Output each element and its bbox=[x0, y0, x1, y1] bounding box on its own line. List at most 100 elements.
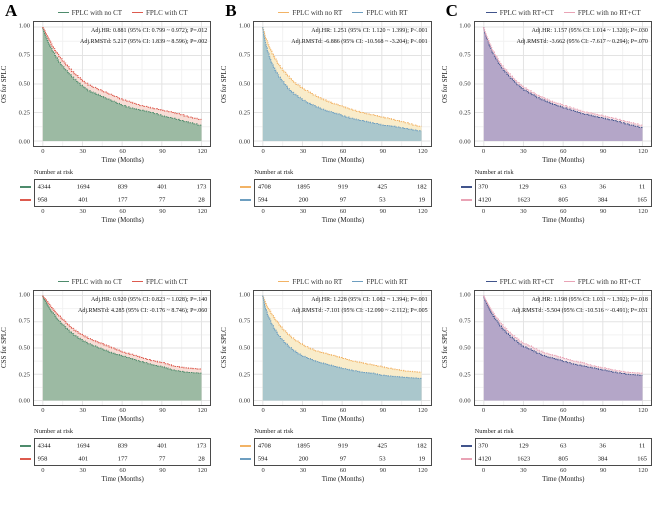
x-tick-label: 30 bbox=[520, 208, 527, 215]
legend-line-swatch bbox=[485, 11, 497, 14]
risk-count: 919 bbox=[338, 183, 348, 190]
y-tick-label: 0.75 bbox=[238, 317, 251, 325]
x-tick-label: 120 bbox=[638, 467, 648, 474]
y-tick-label: 0.00 bbox=[238, 397, 251, 405]
risk-count: 4344 bbox=[37, 183, 51, 190]
y-axis-title-text: CSS for SPLC bbox=[0, 327, 8, 369]
x-tick-label: 120 bbox=[417, 467, 428, 474]
x-tick-label: 60 bbox=[119, 148, 126, 155]
series-fill bbox=[42, 26, 202, 142]
legend-item: FPLC with CT bbox=[132, 278, 188, 286]
legend-line-swatch bbox=[278, 11, 290, 14]
risk-count: 97 bbox=[339, 196, 347, 203]
risk-count: 53 bbox=[379, 455, 386, 462]
risk-table-row: 594 200 97 53 19 bbox=[240, 193, 430, 206]
risk-count: 28 bbox=[198, 455, 205, 462]
series-fill bbox=[483, 295, 643, 401]
risk-table-row: 4708 1895 919 425 182 bbox=[240, 180, 430, 193]
survival-curves-chart bbox=[34, 22, 210, 146]
km-panel: FPLC with RT+CT FPLC with no RT+CT CSS fo… bbox=[441, 254, 661, 508]
survival-curve-line bbox=[483, 296, 642, 374]
x-axis-title: Time (Months) bbox=[101, 415, 144, 423]
risk-count: 401 bbox=[157, 442, 167, 449]
x-tick-label: 90 bbox=[599, 148, 607, 155]
x-tick-label: 0 bbox=[261, 467, 265, 474]
stats-annotation: Adj.HR: 0.881 (95% CI: 0.799 ~ 0.972); P… bbox=[80, 26, 207, 48]
km-panel: C FPLC with RT+CT FPLC with no RT+CT OS f… bbox=[441, 0, 661, 254]
number-at-risk-label: Number at risk bbox=[34, 169, 73, 176]
x-tick-label: 30 bbox=[520, 148, 527, 155]
plot-wrap: CSS for SPLC 1.00 0.75 0.50 0.25 0.00 Adj.HR… bbox=[441, 290, 652, 406]
risk-count: 129 bbox=[518, 442, 529, 449]
legend-item: FPLC with RT+CT bbox=[485, 278, 554, 286]
risk-x-axis-title: Time (Months) bbox=[101, 475, 144, 483]
risk-count: 4120 bbox=[478, 455, 492, 462]
stats-annotation: Adj.HR: 0.920 (95% CI: 0.823 ~ 1.028); P… bbox=[78, 295, 207, 317]
x-tick-label: 90 bbox=[599, 467, 607, 474]
y-tick-label: 0.50 bbox=[238, 80, 251, 88]
risk-count: 370 bbox=[478, 442, 488, 449]
y-axis-ticks: 1.00 0.75 0.50 0.25 0.00 bbox=[11, 21, 33, 147]
y-axis-title-text: OS for SPLC bbox=[440, 65, 449, 103]
x-tick-label: 120 bbox=[417, 208, 428, 215]
legend: FPLC with RT+CT FPLC with no RT+CT bbox=[475, 7, 652, 18]
survival-curves-chart bbox=[34, 291, 210, 405]
risk-count: 958 bbox=[37, 196, 48, 203]
risk-x-axis-ticks: 0 30 60 90 120 bbox=[254, 208, 431, 216]
risk-count: 63 bbox=[559, 183, 567, 190]
risk-count: 958 bbox=[37, 455, 48, 462]
survival-curve-line bbox=[263, 27, 422, 126]
x-tick-label: 0 bbox=[481, 208, 486, 215]
risk-x-axis-title: Time (Months) bbox=[101, 216, 144, 224]
risk-count: 839 bbox=[117, 183, 128, 190]
y-axis-title: CSS for SPLC bbox=[0, 290, 11, 406]
legend-line-swatch bbox=[352, 11, 364, 14]
legend-label: FPLC with no RT bbox=[292, 8, 343, 17]
legend-item: FPLC with RT bbox=[352, 278, 408, 286]
km-panel: FPLC with no RT FPLC with RT CSS for SPLC… bbox=[220, 254, 440, 508]
survival-curves-chart bbox=[475, 22, 651, 146]
legend-line-swatch bbox=[563, 11, 575, 14]
x-tick-label: 90 bbox=[599, 208, 607, 215]
risk-table-row: 4120 1623 805 384 165 bbox=[460, 193, 651, 206]
legend-line-swatch bbox=[278, 280, 290, 283]
legend-item: FPLC with no CT bbox=[57, 278, 122, 286]
x-tick-label: 120 bbox=[417, 148, 428, 155]
risk-count: 165 bbox=[637, 196, 647, 203]
risk-count: 173 bbox=[196, 442, 207, 449]
legend-item: FPLC with no RT bbox=[278, 9, 342, 17]
legend-line-swatch bbox=[563, 280, 575, 283]
plot-area: Adj.HR: 1.198 (95% CI: 1.031 ~ 1.392); P… bbox=[473, 290, 652, 406]
risk-count: 1895 bbox=[297, 183, 310, 190]
risk-count: 129 bbox=[518, 183, 529, 190]
series-fill bbox=[263, 295, 422, 401]
km-panel: A FPLC with no CT FPLC with CT OS for SPL… bbox=[0, 0, 220, 254]
x-tick-label: 30 bbox=[520, 407, 527, 414]
x-tick-label: 0 bbox=[261, 148, 265, 155]
x-axis-ticks: 0 30 60 90 120 bbox=[34, 407, 211, 415]
y-tick-label: 0.50 bbox=[18, 344, 30, 352]
plot-wrap: OS for SPLC 1.00 0.75 0.50 0.25 0.00 Adj.HR:… bbox=[220, 21, 432, 147]
x-tick-label: 60 bbox=[559, 467, 567, 474]
stats-annotation: Adj.HR: 1.198 (95% CI: 1.031 ~ 1.392); P… bbox=[512, 295, 648, 317]
y-tick-label: 0.00 bbox=[459, 397, 471, 405]
survival-curves-chart bbox=[254, 291, 430, 405]
legend: FPLC with RT+CT FPLC with no RT+CT bbox=[475, 276, 652, 287]
y-tick-label: 0.00 bbox=[18, 397, 30, 405]
risk-count: 28 bbox=[198, 196, 205, 203]
risk-count: 1694 bbox=[76, 183, 90, 190]
y-tick-label: 0.25 bbox=[459, 109, 471, 117]
risk-count: 36 bbox=[599, 183, 606, 190]
risk-x-axis-title: Time (Months) bbox=[542, 475, 585, 483]
risk-count: 200 bbox=[298, 196, 309, 203]
number-at-risk-table: 370 129 63 36 11 4120 1623 805 384 165 bbox=[460, 179, 652, 207]
x-tick-label: 0 bbox=[41, 407, 45, 414]
x-tick-label: 60 bbox=[559, 208, 567, 215]
panel-letter: A bbox=[5, 1, 18, 20]
y-tick-label: 0.50 bbox=[238, 344, 251, 352]
legend: FPLC with no RT FPLC with RT bbox=[254, 276, 431, 287]
number-at-risk-table: 370 129 63 36 11 4120 1623 805 384 165 bbox=[460, 438, 652, 466]
risk-row-line-swatch bbox=[460, 444, 472, 447]
risk-count: 173 bbox=[196, 183, 207, 190]
risk-count: 165 bbox=[637, 455, 647, 462]
